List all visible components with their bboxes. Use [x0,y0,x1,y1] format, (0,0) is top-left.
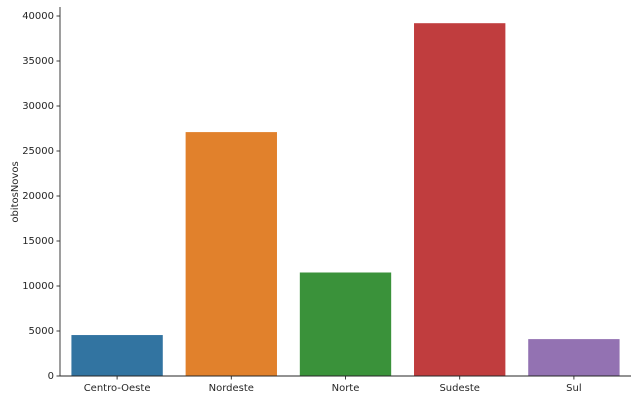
y-axis-title: obitosNovos [10,161,21,222]
y-tick-label: 0 [48,371,54,382]
bar-norte [299,272,392,376]
x-tick-label: Sul [566,383,581,394]
x-tick-label: Norte [332,383,360,394]
y-tick-label: 10000 [22,281,54,292]
x-axis-ticks: Centro-Oeste Nordeste Norte Sudeste Sul [84,376,582,394]
y-tick-label: 40000 [22,11,54,22]
bars-group [71,23,620,376]
y-tick-label: 30000 [22,101,54,112]
bar-sul [528,339,620,376]
y-tick-label: 5000 [29,326,54,337]
x-tick-label: Nordeste [209,383,254,394]
y-tick-label: 25000 [22,146,54,157]
bar-sudeste [414,23,506,376]
y-tick-label: 15000 [22,236,54,247]
y-tick-label: 20000 [22,191,54,202]
x-tick-label: Sudeste [439,383,479,394]
y-tick-label: 35000 [22,56,54,67]
bar-centro-oeste [71,335,163,376]
x-tick-label: Centro-Oeste [84,383,151,394]
bar-nordeste [185,132,277,376]
y-axis-ticks: 0 5000 10000 15000 20000 25000 30000 35000 40000 [22,11,60,382]
